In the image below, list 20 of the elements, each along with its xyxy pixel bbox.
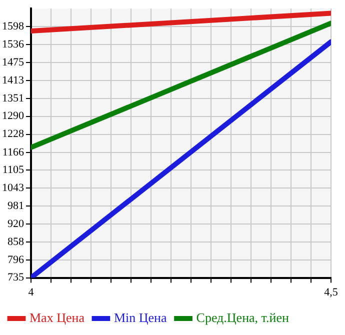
y-tick-label: 1228 <box>2 128 24 140</box>
y-tick-label: 1290 <box>2 110 24 122</box>
y-tick-label: 1351 <box>2 92 24 104</box>
y-tick-label: 981 <box>8 200 24 212</box>
y-tick-label: 1043 <box>2 182 24 194</box>
x-tick-label: 4,5 <box>324 286 338 298</box>
y-tick-label: 1413 <box>2 74 24 86</box>
y-tick-label: 796 <box>8 254 24 266</box>
y-tick-label: 1598 <box>2 20 24 33</box>
y-tick-label: 1105 <box>2 164 24 176</box>
y-tick-label: 735 <box>8 272 24 284</box>
x-tick-label: 4 <box>28 286 34 298</box>
y-tick-label: 1536 <box>2 38 24 51</box>
legend-label: Max Цена <box>30 310 85 325</box>
y-tick-label: 858 <box>8 236 24 248</box>
y-tick-label: 1166 <box>2 146 24 158</box>
y-tick-label: 920 <box>8 218 24 230</box>
legend-label: Min Цена <box>114 310 167 325</box>
y-tick-label: 1475 <box>2 56 24 68</box>
legend-label: Сред.Цена, т.йен <box>196 310 289 325</box>
